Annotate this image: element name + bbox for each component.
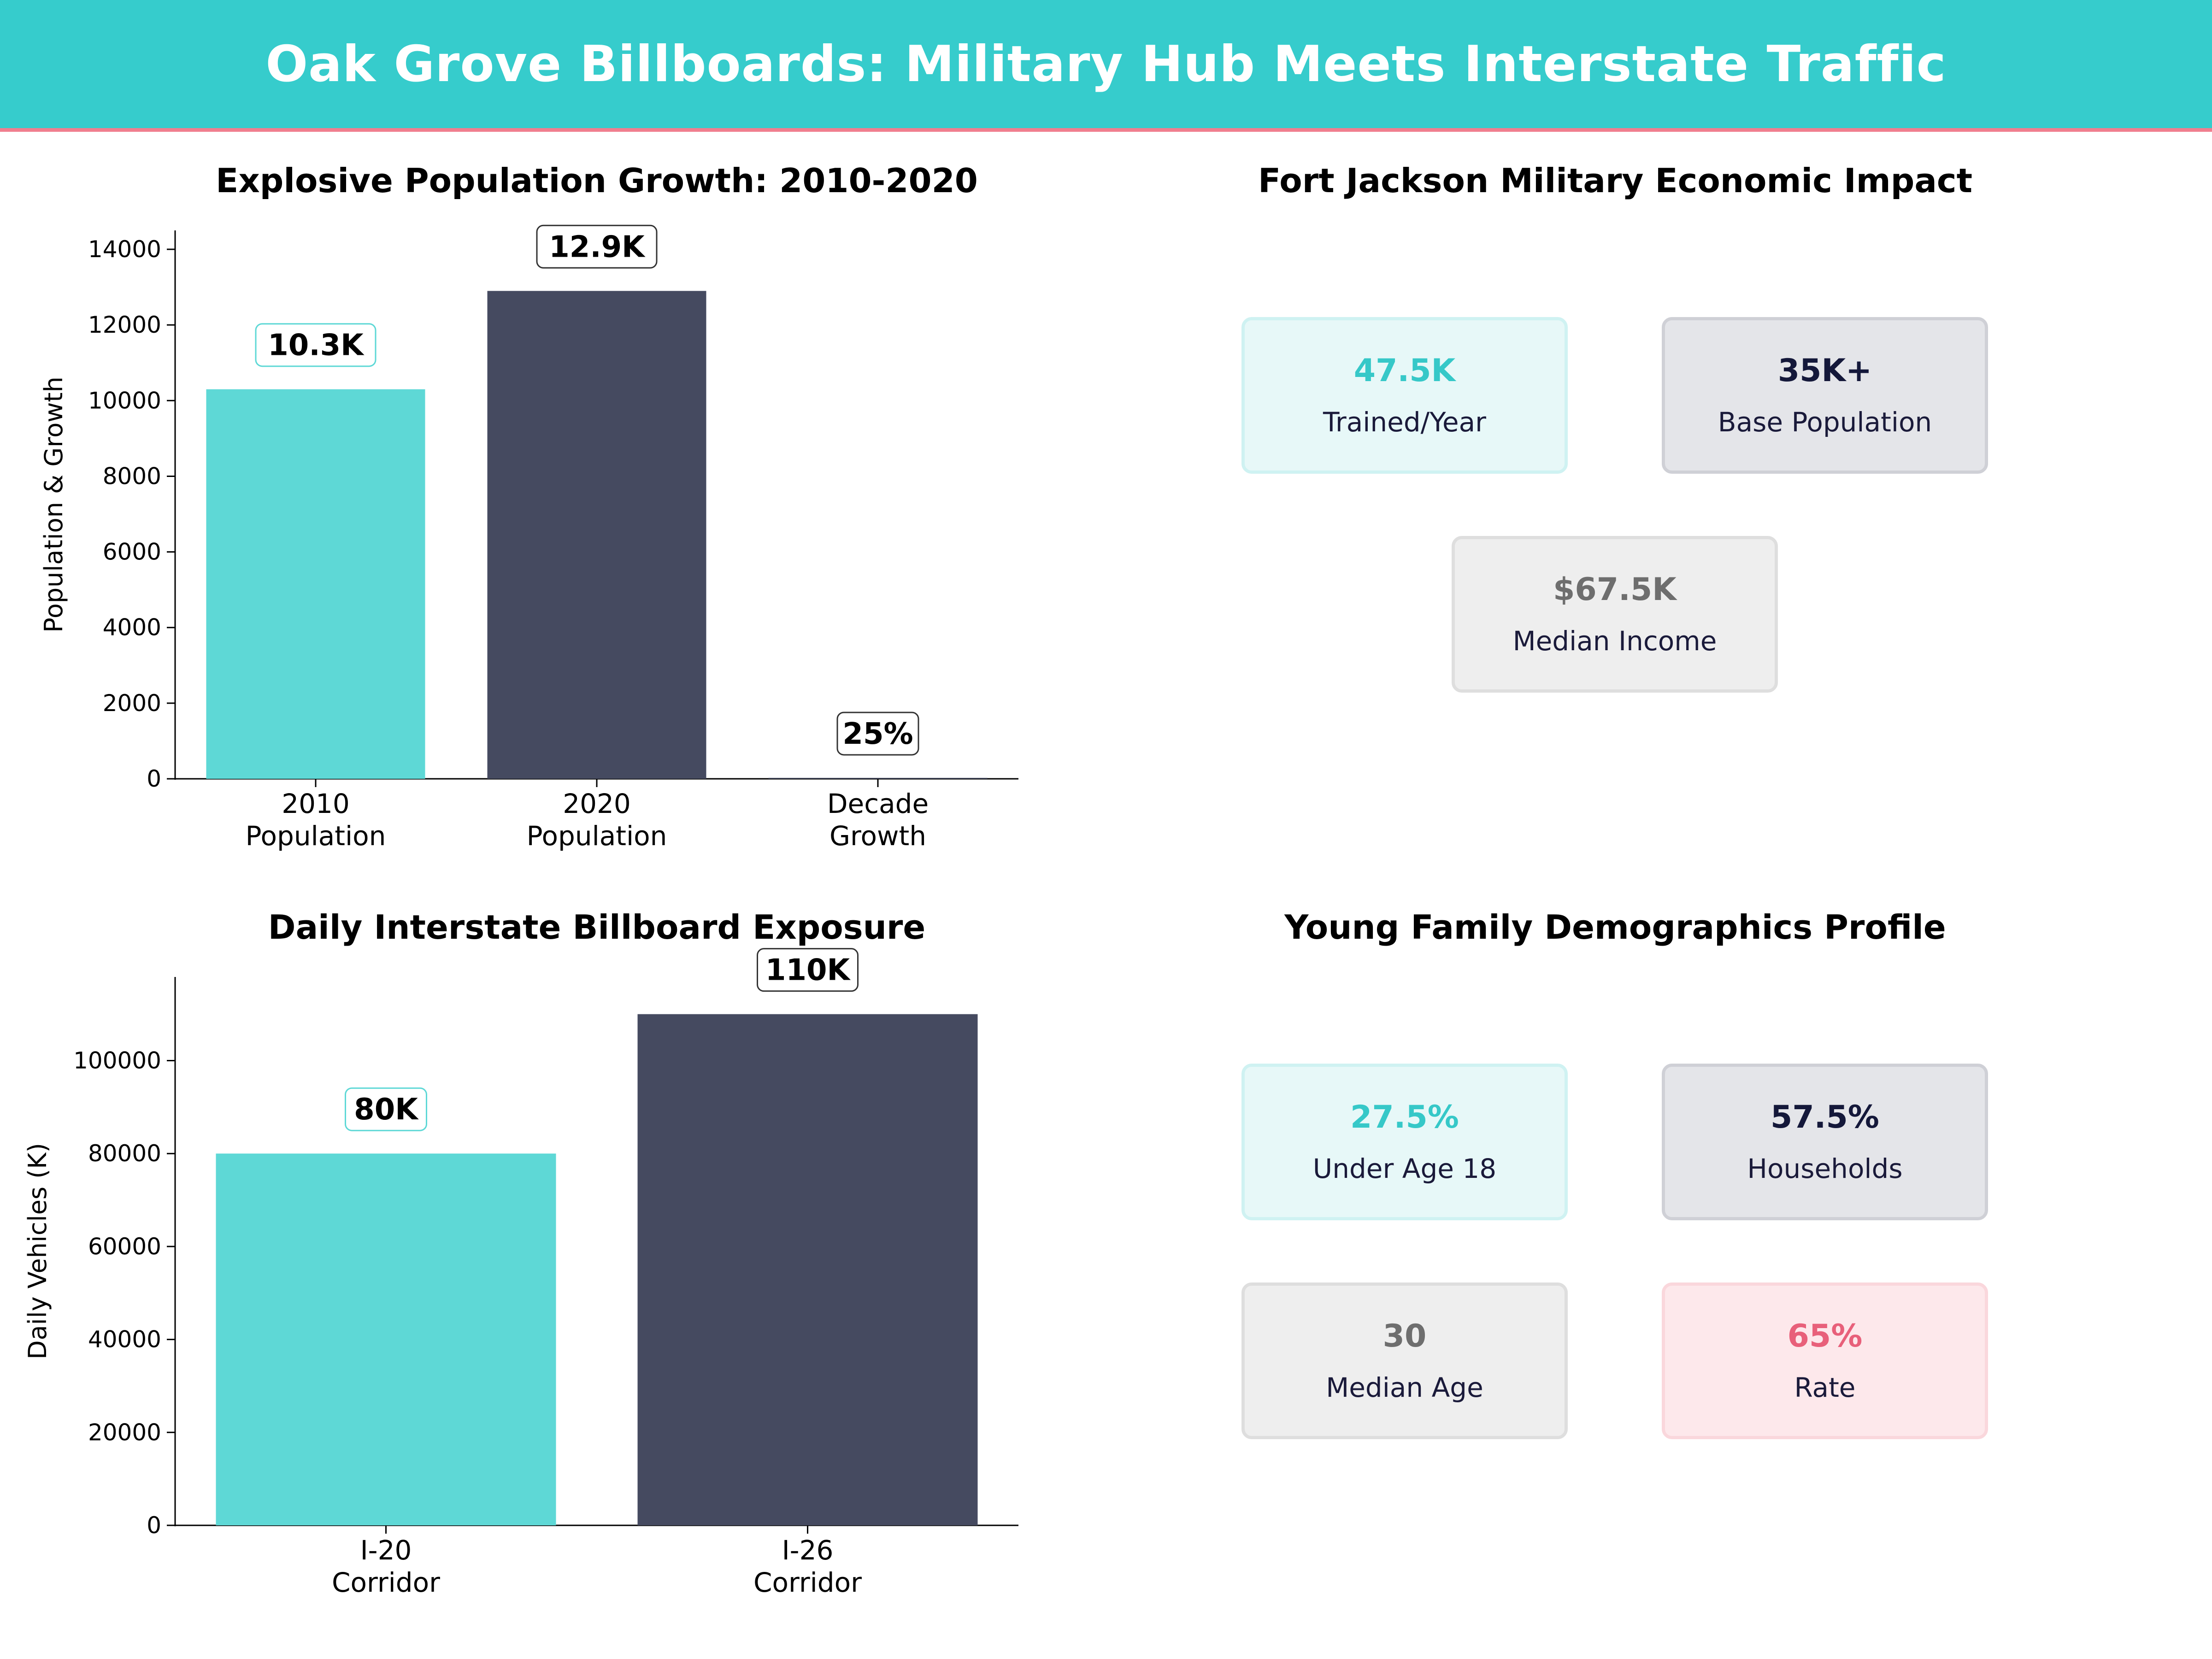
stat-label: Trained/Year (1323, 406, 1486, 438)
data-label: 80K (354, 1093, 419, 1127)
data-label-box (757, 948, 859, 992)
stat-card-median-age: 30 Median Age (1241, 1282, 1568, 1439)
x-tick-label: 2020 (563, 788, 631, 819)
data-label: 110K (765, 953, 851, 988)
traffic-bar-chart: 0 20000 40000 60000 80000 100000 Daily Vehicle… (23, 948, 1018, 1598)
data-label: 10.3K (268, 329, 365, 363)
stat-value: 57.5% (1771, 1099, 1879, 1135)
y-tick-label: 14000 (88, 236, 161, 263)
stat-value: 35K+ (1777, 353, 1872, 389)
stat-card-households: 57.5% Households (1662, 1064, 1988, 1220)
y-tick-label: 6000 (103, 539, 161, 565)
y-tick-label: 40000 (88, 1326, 161, 1353)
stat-value: 30 (1382, 1318, 1427, 1354)
y-axis-label: Daily Vehicles (K) (23, 1143, 52, 1359)
bar (216, 1153, 556, 1525)
x-tick-label: Population (527, 820, 667, 852)
bar (768, 777, 988, 779)
data-label-box (836, 712, 919, 756)
stat-card-trained-per-year: 47.5K Trained/Year (1241, 317, 1568, 474)
data-label: 25% (842, 717, 913, 751)
y-tick-label: 0 (147, 1512, 161, 1539)
data-label: 12.9K (549, 230, 646, 264)
stat-label: Median Age (1326, 1372, 1483, 1403)
y-tick-label: 0 (147, 765, 161, 792)
x-tick-label: I-26 (782, 1535, 834, 1566)
y-tick-label: 4000 (103, 614, 161, 641)
demographics-panel-title: Young Family Demographics Profile (1284, 908, 1946, 947)
data-label-box (536, 224, 658, 269)
y-tick-label: 80000 (88, 1140, 161, 1167)
bar (206, 389, 425, 779)
x-tick-label: 2010 (282, 788, 350, 819)
stat-card-rate: 65% Rate (1662, 1282, 1988, 1439)
data-label-box (345, 1087, 427, 1131)
x-tick-label: Growth (830, 820, 926, 852)
data-label-box (255, 323, 377, 367)
stat-value: 65% (1787, 1318, 1863, 1354)
y-tick-label: 12000 (88, 312, 161, 338)
y-tick-label: 60000 (88, 1233, 161, 1260)
traffic-chart-title: Daily Interstate Billboard Exposure (268, 908, 926, 947)
y-axis-label: Population & Growth (39, 377, 68, 633)
x-tick-label: Decade (827, 788, 929, 819)
stat-label: Rate (1794, 1372, 1856, 1403)
stat-label: Median Income (1512, 625, 1717, 657)
y-tick-label: 2000 (103, 690, 161, 717)
population-bar-chart: 0 2000 4000 6000 8000 10000 12000 14000 Populati… (39, 224, 1018, 852)
stat-value: $67.5K (1553, 571, 1677, 608)
stat-value: 27.5% (1350, 1099, 1459, 1135)
stat-label: Households (1747, 1153, 1903, 1184)
y-tick-label: 20000 (88, 1419, 161, 1446)
stat-value: 47.5K (1353, 353, 1456, 389)
bar (637, 1014, 978, 1525)
y-tick-label: 8000 (103, 463, 161, 489)
x-tick-label: Corridor (332, 1567, 440, 1598)
population-chart-title: Explosive Population Growth: 2010-2020 (216, 161, 978, 200)
stat-label: Under Age 18 (1312, 1153, 1497, 1184)
bar (487, 291, 706, 779)
y-tick-label: 100000 (73, 1047, 161, 1074)
x-tick-label: Corridor (753, 1567, 862, 1598)
military-panel-title: Fort Jackson Military Economic Impact (1258, 161, 1973, 200)
stat-card-median-income: $67.5K Median Income (1452, 536, 1778, 693)
x-tick-label: I-20 (360, 1535, 412, 1566)
stat-label: Base Population (1718, 406, 1932, 438)
stat-card-under-age-18: 27.5% Under Age 18 (1241, 1064, 1568, 1220)
y-tick-label: 10000 (88, 387, 161, 414)
x-tick-label: Population (246, 820, 386, 852)
header-banner: Oak Grove Billboards: Military Hub Meets… (0, 0, 2212, 132)
page-title: Oak Grove Billboards: Military Hub Meets… (265, 35, 1947, 93)
stat-card-base-population: 35K+ Base Population (1662, 317, 1988, 474)
